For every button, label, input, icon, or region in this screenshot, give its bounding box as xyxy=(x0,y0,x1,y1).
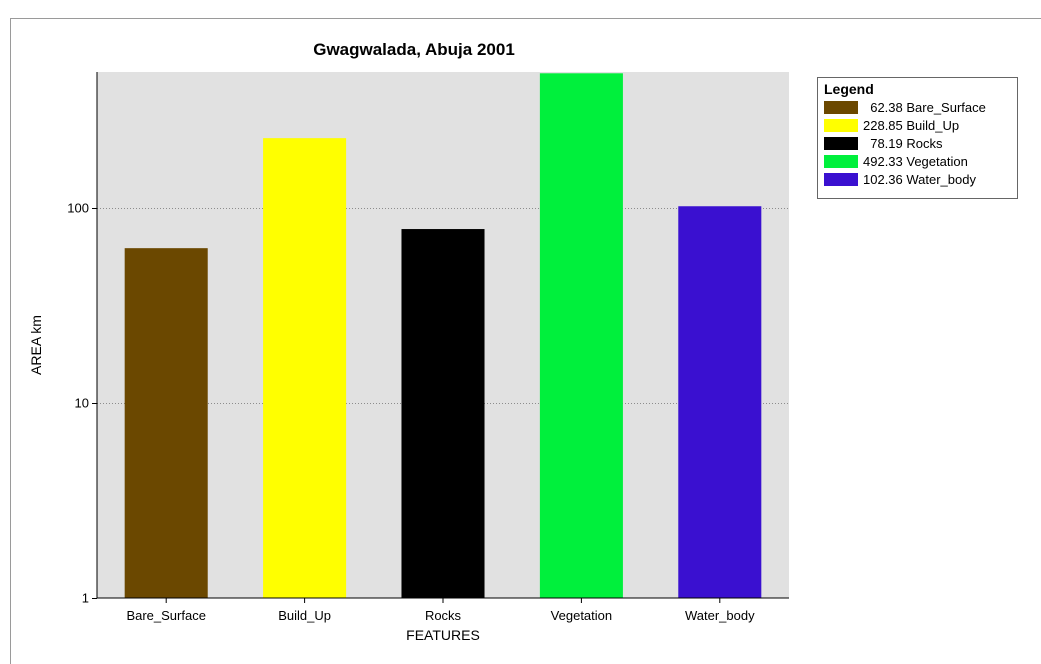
legend-item: 228.85 Build_Up xyxy=(824,116,1011,134)
legend-item: 78.19 Rocks xyxy=(824,134,1011,152)
x-tick-label: Vegetation xyxy=(551,608,612,623)
y-tick-label: 100 xyxy=(67,201,89,216)
bar-build-up xyxy=(263,138,347,598)
y-axis-label: AREA km xyxy=(28,315,44,375)
legend-label: 62.38 Bare_Surface xyxy=(863,99,986,115)
bars xyxy=(124,73,762,599)
y-tick-label: 1 xyxy=(82,591,89,606)
chart-frame xyxy=(10,18,1041,664)
x-axis-label: FEATURES xyxy=(406,627,480,643)
bar-bare-surface xyxy=(124,248,208,599)
bar-rocks xyxy=(401,229,485,598)
bar-vegetation xyxy=(539,73,623,599)
legend-swatch xyxy=(824,100,858,114)
legend-swatch xyxy=(824,154,858,168)
legend-label: 78.19 Rocks xyxy=(863,135,943,151)
y-tick-label: 10 xyxy=(75,396,89,411)
legend-label: 228.85 Build_Up xyxy=(863,117,960,133)
x-tick-label: Water_body xyxy=(685,608,755,623)
x-ticks: Bare_Surface Build_Up Rocks Vegetation Water… xyxy=(126,598,755,623)
y-ticks: 1 10 100 xyxy=(67,201,97,606)
chart-title: Gwagwalada, Abuja 2001 xyxy=(313,40,515,59)
legend-item: 102.36 Water_body xyxy=(824,170,1011,188)
legend-item: 492.33 Vegetation xyxy=(824,152,1011,170)
x-tick-label: Bare_Surface xyxy=(126,608,206,623)
legend-label: 102.36 Water_body xyxy=(863,171,976,187)
x-tick-label: Rocks xyxy=(425,608,462,623)
bar-water-body xyxy=(678,206,762,599)
legend-item: 62.38 Bare_Surface xyxy=(824,98,1011,116)
legend: Legend 62.38 Bare_Surface 228.85 Build_U… xyxy=(817,77,1018,199)
legend-swatch xyxy=(824,136,858,150)
legend-label: 492.33 Vegetation xyxy=(863,153,968,169)
legend-swatch xyxy=(824,118,858,132)
legend-title: Legend xyxy=(824,81,874,97)
legend-swatch xyxy=(824,172,858,186)
x-tick-label: Build_Up xyxy=(278,608,331,623)
